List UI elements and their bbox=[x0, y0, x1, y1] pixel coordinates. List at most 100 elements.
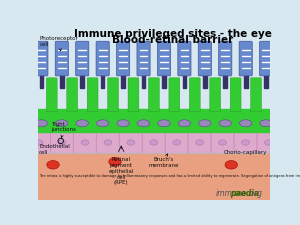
Text: immuno: immuno bbox=[216, 189, 247, 198]
Ellipse shape bbox=[76, 120, 88, 127]
FancyBboxPatch shape bbox=[225, 131, 230, 133]
Bar bbox=[38, 153, 270, 200]
FancyBboxPatch shape bbox=[165, 131, 170, 133]
Ellipse shape bbox=[117, 120, 129, 127]
Text: Chorio-capillary: Chorio-capillary bbox=[224, 150, 267, 155]
Bar bbox=[101, 72, 104, 88]
Bar bbox=[38, 109, 270, 133]
FancyBboxPatch shape bbox=[74, 131, 96, 154]
FancyBboxPatch shape bbox=[91, 131, 96, 133]
Ellipse shape bbox=[35, 140, 43, 145]
FancyBboxPatch shape bbox=[252, 131, 256, 133]
FancyBboxPatch shape bbox=[152, 131, 156, 133]
Ellipse shape bbox=[199, 120, 211, 127]
Bar bbox=[203, 72, 207, 88]
FancyBboxPatch shape bbox=[188, 131, 211, 154]
FancyBboxPatch shape bbox=[26, 78, 37, 112]
FancyBboxPatch shape bbox=[210, 78, 220, 112]
Ellipse shape bbox=[260, 120, 272, 127]
FancyBboxPatch shape bbox=[239, 41, 252, 76]
Ellipse shape bbox=[219, 120, 232, 127]
Ellipse shape bbox=[150, 140, 158, 145]
Text: Blood-retinal barrier: Blood-retinal barrier bbox=[112, 36, 234, 45]
FancyBboxPatch shape bbox=[259, 131, 263, 133]
Bar bbox=[264, 72, 268, 88]
FancyBboxPatch shape bbox=[172, 131, 176, 133]
FancyBboxPatch shape bbox=[138, 131, 143, 133]
Ellipse shape bbox=[56, 120, 68, 127]
FancyBboxPatch shape bbox=[78, 131, 82, 133]
FancyBboxPatch shape bbox=[266, 131, 270, 133]
FancyBboxPatch shape bbox=[64, 131, 69, 133]
FancyBboxPatch shape bbox=[108, 78, 118, 112]
Ellipse shape bbox=[109, 158, 121, 166]
FancyBboxPatch shape bbox=[238, 131, 243, 133]
FancyBboxPatch shape bbox=[119, 131, 142, 154]
Ellipse shape bbox=[239, 120, 252, 127]
Bar bbox=[38, 27, 270, 154]
FancyBboxPatch shape bbox=[116, 41, 130, 76]
FancyBboxPatch shape bbox=[219, 41, 232, 76]
Ellipse shape bbox=[81, 140, 89, 145]
Ellipse shape bbox=[47, 161, 59, 169]
FancyBboxPatch shape bbox=[198, 41, 212, 76]
Ellipse shape bbox=[196, 140, 203, 145]
FancyBboxPatch shape bbox=[35, 41, 48, 76]
Text: .org: .org bbox=[248, 189, 262, 198]
FancyBboxPatch shape bbox=[165, 131, 188, 154]
FancyBboxPatch shape bbox=[55, 41, 68, 76]
FancyBboxPatch shape bbox=[212, 131, 216, 133]
Ellipse shape bbox=[173, 140, 181, 145]
Text: The retina is highly susceptible to damage by inflammatory responses and has a l: The retina is highly susceptible to dama… bbox=[39, 174, 300, 178]
Text: Immune privileged sites - the eye: Immune privileged sites - the eye bbox=[74, 29, 272, 39]
FancyBboxPatch shape bbox=[38, 131, 42, 133]
Text: Endothelial
cell: Endothelial cell bbox=[39, 144, 70, 155]
Bar bbox=[162, 72, 166, 88]
Bar bbox=[121, 72, 125, 88]
Text: Retinal
pigment
epithelial
cell
(RPE): Retinal pigment epithelial cell (RPE) bbox=[109, 157, 134, 185]
FancyBboxPatch shape bbox=[28, 131, 50, 154]
Bar bbox=[40, 72, 43, 88]
FancyBboxPatch shape bbox=[232, 131, 236, 133]
FancyBboxPatch shape bbox=[44, 131, 49, 133]
Ellipse shape bbox=[137, 120, 150, 127]
FancyBboxPatch shape bbox=[198, 131, 203, 133]
Text: Bruch's
membrane: Bruch's membrane bbox=[148, 154, 179, 168]
FancyBboxPatch shape bbox=[260, 41, 273, 76]
FancyBboxPatch shape bbox=[205, 131, 210, 133]
Ellipse shape bbox=[104, 140, 112, 145]
FancyBboxPatch shape bbox=[158, 41, 171, 76]
FancyBboxPatch shape bbox=[84, 131, 89, 133]
FancyBboxPatch shape bbox=[71, 131, 76, 133]
FancyBboxPatch shape bbox=[142, 131, 165, 154]
FancyBboxPatch shape bbox=[58, 131, 62, 133]
FancyBboxPatch shape bbox=[87, 78, 98, 112]
FancyBboxPatch shape bbox=[189, 78, 200, 112]
Ellipse shape bbox=[265, 140, 272, 145]
FancyBboxPatch shape bbox=[128, 78, 139, 112]
FancyBboxPatch shape bbox=[104, 131, 109, 133]
FancyBboxPatch shape bbox=[250, 78, 262, 112]
FancyBboxPatch shape bbox=[137, 41, 150, 76]
FancyBboxPatch shape bbox=[234, 131, 257, 154]
Bar bbox=[244, 72, 247, 88]
FancyBboxPatch shape bbox=[192, 131, 196, 133]
Bar bbox=[224, 72, 227, 88]
Ellipse shape bbox=[97, 120, 109, 127]
Text: Photoreceptor
cell: Photoreceptor cell bbox=[40, 36, 79, 51]
Text: Tight
junctions: Tight junctions bbox=[52, 122, 76, 138]
FancyBboxPatch shape bbox=[230, 78, 241, 112]
FancyBboxPatch shape bbox=[211, 131, 234, 154]
FancyBboxPatch shape bbox=[178, 131, 183, 133]
Ellipse shape bbox=[178, 120, 190, 127]
FancyBboxPatch shape bbox=[51, 131, 73, 154]
FancyBboxPatch shape bbox=[51, 131, 56, 133]
FancyBboxPatch shape bbox=[148, 78, 159, 112]
Bar bbox=[60, 72, 64, 88]
FancyBboxPatch shape bbox=[46, 78, 57, 112]
Ellipse shape bbox=[58, 140, 66, 145]
Bar bbox=[183, 72, 186, 88]
FancyBboxPatch shape bbox=[76, 41, 89, 76]
Bar bbox=[142, 72, 145, 88]
FancyBboxPatch shape bbox=[245, 131, 250, 133]
